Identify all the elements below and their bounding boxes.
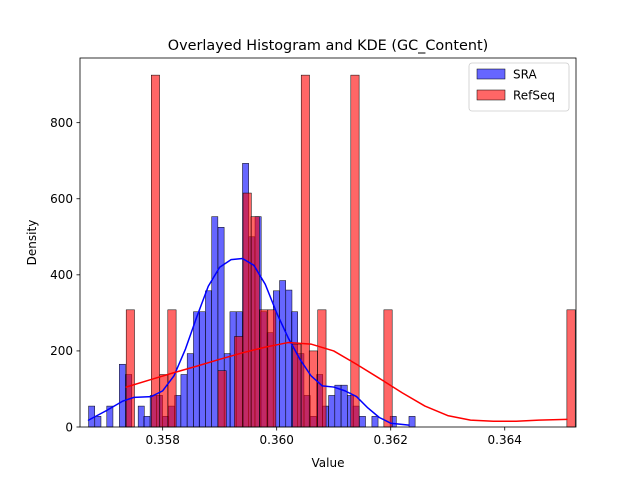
plot-area <box>87 74 576 428</box>
refseq-histogram-bar <box>383 309 393 428</box>
sra-histogram-bar <box>186 353 194 428</box>
refseq-histogram-bar <box>350 74 360 428</box>
x-axis: 0.358 0.360 0.362 0.364 <box>145 427 522 447</box>
sra-histogram-bar <box>143 416 151 428</box>
sra-histogram-bar <box>94 416 102 428</box>
refseq-histogram-bar <box>125 309 135 428</box>
refseq-histogram-bar <box>151 74 160 428</box>
refseq-kde-line <box>125 341 568 423</box>
sra-histogram-bar <box>137 405 145 428</box>
sra-histogram-bar <box>180 374 188 428</box>
x-tick-label: 0.364 <box>488 433 522 447</box>
sra-histogram-bar <box>279 280 286 428</box>
x-tick-label: 0.362 <box>374 433 408 447</box>
sra-histogram-bar <box>371 416 379 428</box>
y-tick-label: 400 <box>50 268 73 282</box>
refseq-histogram-bar <box>250 216 260 428</box>
sra-histogram-bar <box>193 311 200 428</box>
legend-label-sra: SRA <box>513 68 537 82</box>
sra-histogram-bar <box>328 395 335 428</box>
refseq-histogram-bar <box>242 192 252 428</box>
refseq-histogram-bar <box>317 309 327 428</box>
sra-histogram-bar <box>408 416 416 428</box>
sra-histogram-bar <box>198 311 206 428</box>
y-tick-label: 0 <box>65 420 73 434</box>
y-tick-label: 800 <box>50 116 73 130</box>
refseq-histogram-bar <box>167 309 177 428</box>
refseq-histogram-bar <box>159 374 169 428</box>
sra-kde-line <box>87 257 410 426</box>
axes-frame <box>79 57 577 428</box>
chart-title: Overlayed Histogram and KDE (GC_Content) <box>168 38 488 54</box>
sra-histogram-bar <box>359 416 366 428</box>
legend-label-refseq: RefSeq <box>513 89 555 103</box>
sra-histogram-bar <box>285 289 293 428</box>
refseq-histogram-bar <box>217 370 227 428</box>
x-tick-label: 0.360 <box>260 433 294 447</box>
y-tick-label: 200 <box>50 344 73 358</box>
sra-histogram-bar <box>211 216 219 428</box>
x-tick-label: 0.358 <box>145 433 179 447</box>
refseq-histogram-bar <box>267 309 277 428</box>
refseq-histogram-bar <box>566 309 576 428</box>
refseq-histogram-bar <box>234 336 244 428</box>
legend-swatch-sra <box>476 68 506 80</box>
y-axis: 0 200 400 600 800 <box>50 116 80 434</box>
refseq-histogram-bar <box>308 350 318 428</box>
x-axis-label: Value <box>312 456 345 470</box>
y-tick-label: 600 <box>50 192 73 206</box>
legend-swatch-refseq <box>476 89 506 101</box>
sra-histogram-bar <box>334 384 342 428</box>
refseq-histogram-bar <box>300 74 310 428</box>
sra-histogram-bar <box>205 290 212 428</box>
sra-histogram-bar <box>119 363 126 428</box>
y-axis-label: Density <box>25 220 39 266</box>
legend: SRA RefSeq <box>468 62 570 112</box>
refseq-histogram-bar <box>259 309 269 428</box>
refseq-histogram-bar <box>292 343 302 428</box>
